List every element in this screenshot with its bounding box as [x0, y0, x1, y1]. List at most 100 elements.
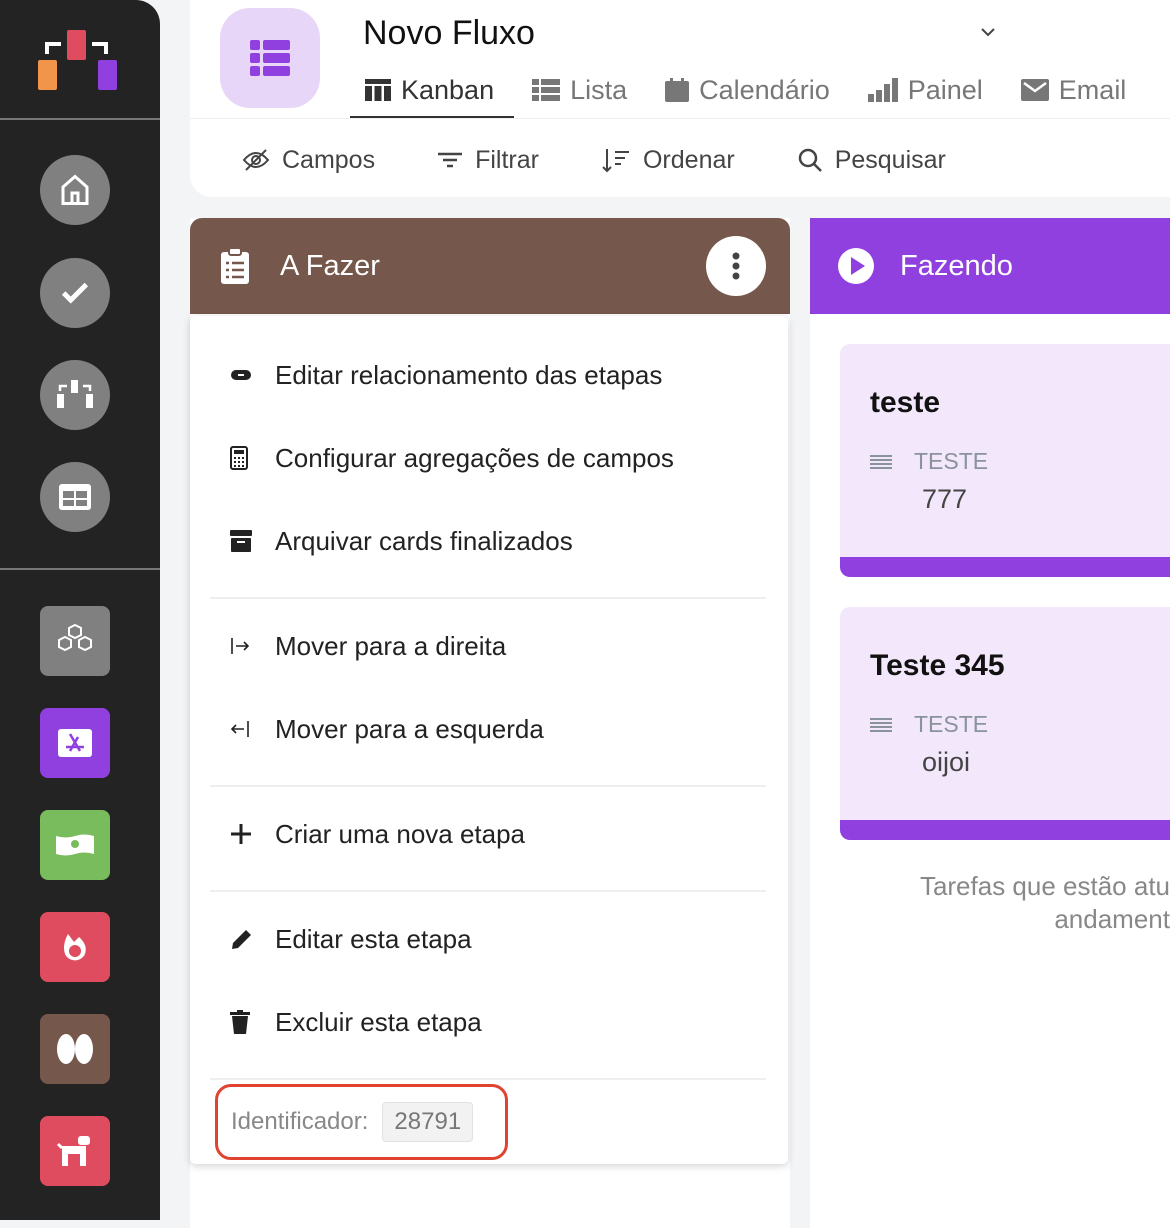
- kanban-icon: [365, 79, 391, 101]
- pencil-icon: [230, 927, 275, 951]
- tool-label: Campos: [282, 145, 376, 174]
- sidebar-divider: [0, 568, 160, 570]
- menu-item-edit-relationship[interactable]: Editar relacionamento das etapas: [230, 355, 662, 395]
- tool-label: Pesquisar: [834, 145, 946, 174]
- filter-icon: [438, 152, 463, 168]
- menu-item-label: Editar esta etapa: [275, 923, 472, 954]
- menu-item-archive[interactable]: Arquivar cards finalizados: [230, 521, 573, 561]
- archive-icon: [230, 530, 275, 552]
- column-header: Fazendo: [810, 218, 1170, 314]
- menu-divider: [210, 785, 766, 787]
- card-field-label: TESTE: [914, 711, 989, 737]
- card-color-bar: [840, 820, 1170, 840]
- menu-item-label: Arquivar cards finalizados: [275, 525, 573, 556]
- column-header: A Fazer: [190, 218, 790, 314]
- money-icon[interactable]: [40, 810, 110, 880]
- pesquisar-button[interactable]: Pesquisar: [797, 142, 946, 178]
- sidebar-divider: [0, 118, 160, 120]
- fire-icon[interactable]: [40, 912, 110, 982]
- card-color-bar: [840, 557, 1170, 577]
- tab-calendario[interactable]: Calendário: [665, 72, 830, 108]
- eye-off-icon: [242, 149, 270, 171]
- arrow-left-bar-icon: [230, 720, 275, 738]
- menu-item-label: Excluir esta etapa: [275, 1006, 482, 1037]
- column-options-menu: Editar relacionamento das etapas Configu…: [190, 316, 788, 1164]
- home-icon[interactable]: [40, 155, 110, 225]
- identifier-label: Identificador:: [231, 1108, 369, 1135]
- sidebar: [0, 0, 160, 1220]
- menu-item-aggregations[interactable]: Configurar agregações de campos: [230, 438, 674, 478]
- header-divider: [190, 118, 1170, 119]
- tab-painel[interactable]: Painel: [867, 72, 983, 108]
- identifier-row: Identificador: 28791: [215, 1084, 508, 1160]
- tab-label: Kanban: [401, 74, 495, 105]
- menu-item-label: Mover para a direita: [275, 630, 507, 661]
- list-icon: [532, 79, 561, 101]
- header: Novo Fluxo Kanban Lista Calendário Paine…: [190, 0, 1170, 197]
- campos-button[interactable]: Campos: [242, 142, 375, 178]
- tab-label: Painel: [907, 74, 983, 105]
- ordenar-button[interactable]: Ordenar: [601, 142, 735, 178]
- tab-lista[interactable]: Lista: [532, 72, 627, 108]
- dog-icon[interactable]: [40, 1116, 110, 1186]
- check-icon[interactable]: [40, 258, 110, 328]
- sort-icon: [602, 149, 629, 173]
- menu-item-delete-stage[interactable]: Excluir esta etapa: [230, 1002, 482, 1042]
- more-vertical-icon: [732, 252, 740, 280]
- table-icon[interactable]: [40, 462, 110, 532]
- calendar-icon: [665, 78, 690, 102]
- tool-label: Filtrar: [475, 145, 539, 174]
- menu-item-edit-stage[interactable]: Editar esta etapa: [230, 919, 472, 959]
- menu-item-label: Mover para a esquerda: [275, 713, 544, 744]
- column-description: Tarefas que estão atu andament: [919, 871, 1170, 934]
- tab-label: Lista: [570, 74, 628, 105]
- tab-kanban[interactable]: Kanban: [365, 72, 494, 108]
- text-field-icon: [870, 717, 892, 732]
- chart-icon: [867, 78, 898, 102]
- identifier-value: 28791: [382, 1102, 474, 1142]
- tool-label: Ordenar: [642, 145, 735, 174]
- menu-item-label: Editar relacionamento das etapas: [275, 359, 663, 390]
- card[interactable]: teste TESTE 777: [840, 344, 1170, 577]
- card-field-label: TESTE: [914, 448, 989, 474]
- card-field-value: oijoi: [922, 747, 971, 777]
- page-title: Novo Fluxo: [363, 14, 535, 52]
- flow-icon[interactable]: [40, 360, 110, 430]
- more-options-button[interactable]: [706, 236, 766, 296]
- text-field-icon: [870, 454, 892, 469]
- card-title: teste: [870, 386, 941, 419]
- tab-email[interactable]: Email: [1020, 72, 1127, 108]
- logo[interactable]: [38, 30, 118, 90]
- menu-item-label: Configurar agregações de campos: [275, 442, 674, 473]
- menu-item-move-right[interactable]: Mover para a direita: [230, 626, 506, 666]
- card-field-value: 777: [922, 484, 968, 514]
- brain-icon[interactable]: [40, 1014, 110, 1084]
- calculator-icon: [230, 446, 275, 470]
- menu-item-move-left[interactable]: Mover para a esquerda: [230, 709, 544, 749]
- menu-divider: [210, 597, 766, 599]
- tab-label: Email: [1058, 74, 1127, 105]
- clipboard-icon: [221, 248, 249, 284]
- chevron-down-icon[interactable]: [978, 22, 998, 42]
- column-title: Fazendo: [900, 249, 1013, 282]
- card[interactable]: Teste 345 TESTE oijoi: [840, 607, 1170, 840]
- menu-item-create-stage[interactable]: Criar uma nova etapa: [230, 814, 525, 854]
- trash-icon: [230, 1010, 275, 1034]
- mail-icon: [1020, 79, 1049, 101]
- link-icon: [230, 369, 275, 381]
- menu-item-label: Criar uma nova etapa: [275, 818, 526, 849]
- filtrar-button[interactable]: Filtrar: [437, 142, 539, 178]
- column-title: A Fazer: [280, 249, 380, 282]
- column-fazendo: Fazendo teste TESTE 777 Teste 345 TESTE …: [810, 218, 1170, 1228]
- play-circle-icon: [838, 248, 874, 284]
- cubes-icon[interactable]: [40, 606, 110, 676]
- flow-list-icon: [220, 8, 320, 108]
- menu-divider: [210, 1078, 766, 1080]
- menu-divider: [210, 890, 766, 892]
- app-store-icon[interactable]: [40, 708, 110, 778]
- active-tab-indicator: [350, 116, 514, 118]
- search-icon: [798, 148, 822, 172]
- card-title: Teste 345: [870, 649, 1005, 682]
- plus-icon: [230, 823, 275, 845]
- arrow-right-bar-icon: [230, 637, 275, 655]
